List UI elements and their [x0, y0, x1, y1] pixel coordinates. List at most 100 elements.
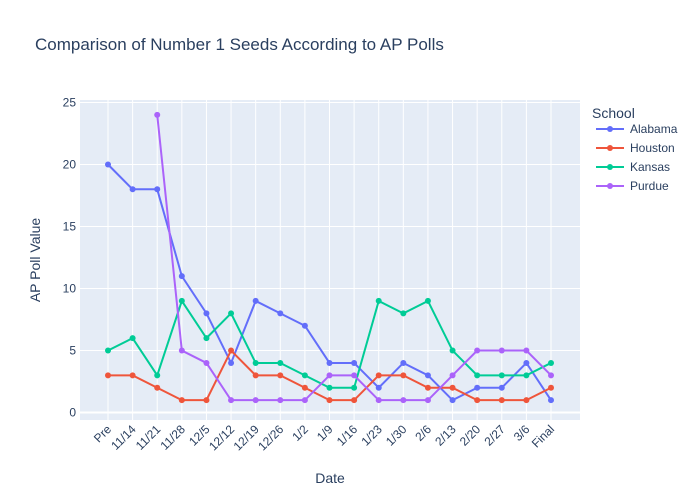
data-point[interactable]: [474, 384, 481, 391]
data-point[interactable]: [449, 397, 456, 404]
data-point[interactable]: [105, 372, 111, 379]
data-point[interactable]: [351, 397, 358, 404]
data-point[interactable]: [523, 397, 530, 404]
data-point[interactable]: [301, 322, 308, 329]
data-point[interactable]: [351, 359, 358, 366]
data-point[interactable]: [178, 347, 185, 354]
series-kansas: [105, 297, 554, 391]
data-point[interactable]: [154, 384, 161, 391]
data-point[interactable]: [228, 397, 235, 404]
data-point[interactable]: [252, 397, 259, 404]
series-alabama: [105, 161, 554, 404]
data-point[interactable]: [498, 384, 505, 391]
data-point[interactable]: [424, 384, 431, 391]
data-point[interactable]: [449, 372, 456, 379]
legend-swatch-marker: [607, 183, 613, 189]
data-point[interactable]: [277, 310, 284, 317]
data-point[interactable]: [277, 372, 284, 379]
data-point[interactable]: [523, 372, 530, 379]
data-point[interactable]: [301, 372, 308, 379]
data-point[interactable]: [228, 347, 235, 354]
legend-label: Purdue: [630, 179, 669, 193]
data-point[interactable]: [252, 372, 259, 379]
data-point[interactable]: [548, 397, 554, 404]
legend-item-purdue[interactable]: Purdue: [596, 179, 669, 193]
x-tick-label: 12/12: [206, 422, 237, 453]
data-point[interactable]: [375, 297, 382, 304]
legend[interactable]: School Alabama Houston Kansas Purdue: [592, 105, 678, 193]
data-point[interactable]: [129, 372, 136, 379]
data-point[interactable]: [326, 397, 333, 404]
data-point[interactable]: [474, 397, 481, 404]
data-point[interactable]: [326, 372, 333, 379]
data-point[interactable]: [474, 372, 481, 379]
data-point[interactable]: [252, 297, 259, 304]
data-point[interactable]: [449, 384, 456, 391]
x-axis-title: Date: [315, 470, 345, 486]
data-point[interactable]: [424, 397, 431, 404]
data-point[interactable]: [129, 186, 136, 193]
legend-title: School: [592, 105, 635, 121]
data-point[interactable]: [351, 372, 358, 379]
y-axis-ticks: 0 5 10 15 20 25: [63, 95, 77, 419]
x-tick-label: 1/9: [314, 422, 336, 444]
data-point[interactable]: [178, 397, 185, 404]
data-point[interactable]: [203, 335, 210, 342]
data-point[interactable]: [498, 372, 505, 379]
data-point[interactable]: [449, 347, 456, 354]
data-point[interactable]: [400, 359, 407, 366]
data-point[interactable]: [523, 359, 530, 366]
legend-swatch-marker: [607, 164, 613, 170]
data-point[interactable]: [326, 384, 333, 391]
data-point[interactable]: [400, 310, 407, 317]
data-point[interactable]: [129, 335, 136, 342]
data-point[interactable]: [424, 297, 431, 304]
legend-item-houston[interactable]: Houston: [596, 141, 675, 155]
x-tick-label: 2/20: [457, 422, 484, 449]
data-point[interactable]: [154, 186, 161, 193]
data-point[interactable]: [400, 372, 407, 379]
data-point[interactable]: [548, 384, 554, 391]
data-point[interactable]: [375, 397, 382, 404]
data-point[interactable]: [178, 273, 185, 280]
data-point[interactable]: [178, 297, 185, 304]
legend-item-alabama[interactable]: Alabama: [596, 122, 678, 136]
data-point[interactable]: [203, 310, 210, 317]
data-point[interactable]: [277, 397, 284, 404]
data-point[interactable]: [400, 397, 407, 404]
data-point[interactable]: [228, 310, 235, 317]
data-point[interactable]: [548, 372, 554, 379]
data-point[interactable]: [203, 359, 210, 366]
data-point[interactable]: [105, 161, 111, 168]
series-houston: [105, 347, 554, 404]
data-point[interactable]: [277, 359, 284, 366]
data-point[interactable]: [523, 347, 530, 354]
data-point[interactable]: [498, 347, 505, 354]
x-tick-label: 1/30: [383, 422, 410, 449]
data-point[interactable]: [228, 359, 235, 366]
data-point[interactable]: [375, 372, 382, 379]
gridlines: [80, 100, 580, 420]
data-point[interactable]: [424, 372, 431, 379]
data-point[interactable]: [252, 359, 259, 366]
data-point[interactable]: [154, 372, 161, 379]
legend-label: Alabama: [630, 122, 678, 136]
data-point[interactable]: [474, 347, 481, 354]
y-tick-label: 10: [63, 282, 77, 296]
data-point[interactable]: [351, 384, 358, 391]
legend-item-kansas[interactable]: Kansas: [596, 160, 670, 174]
data-point[interactable]: [301, 397, 308, 404]
data-point[interactable]: [105, 347, 111, 354]
legend-swatch-marker: [607, 126, 613, 132]
series-group: [105, 111, 554, 404]
data-point[interactable]: [203, 397, 210, 404]
data-point[interactable]: [548, 359, 554, 366]
data-point[interactable]: [498, 397, 505, 404]
data-point[interactable]: [326, 359, 333, 366]
data-point[interactable]: [301, 384, 308, 391]
data-point[interactable]: [375, 384, 382, 391]
x-tick-label: 11/21: [133, 422, 164, 453]
data-point[interactable]: [154, 111, 161, 118]
